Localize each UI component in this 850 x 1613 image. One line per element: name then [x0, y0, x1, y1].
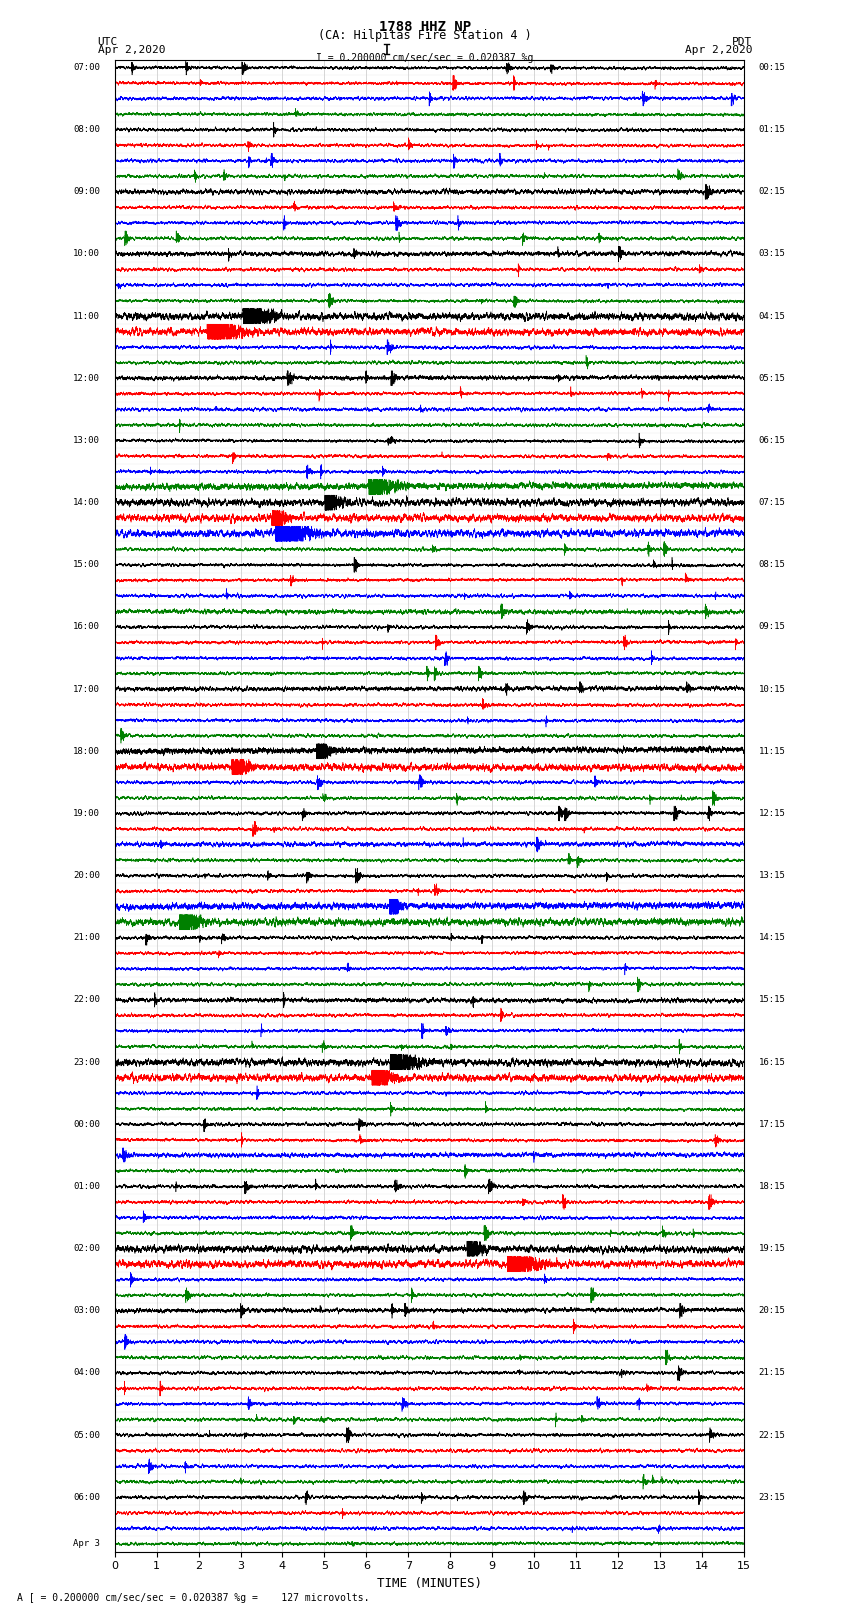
Text: 20:00: 20:00: [73, 871, 100, 881]
Text: 21:00: 21:00: [73, 934, 100, 942]
Text: UTC: UTC: [98, 37, 118, 47]
Text: 19:15: 19:15: [758, 1244, 785, 1253]
Text: 03:00: 03:00: [73, 1307, 100, 1315]
Text: 09:00: 09:00: [73, 187, 100, 197]
Text: 01:15: 01:15: [758, 126, 785, 134]
Text: I = 0.200000 cm/sec/sec = 0.020387 %g: I = 0.200000 cm/sec/sec = 0.020387 %g: [316, 53, 534, 63]
Text: 13:15: 13:15: [758, 871, 785, 881]
Text: 19:00: 19:00: [73, 810, 100, 818]
Text: A [ = 0.200000 cm/sec/sec = 0.020387 %g =    127 microvolts.: A [ = 0.200000 cm/sec/sec = 0.020387 %g …: [17, 1594, 370, 1603]
Text: 17:15: 17:15: [758, 1119, 785, 1129]
Text: 16:00: 16:00: [73, 623, 100, 631]
Text: 15:15: 15:15: [758, 995, 785, 1005]
Text: 04:15: 04:15: [758, 311, 785, 321]
Text: 10:15: 10:15: [758, 684, 785, 694]
Text: (CA: Hilpitas Fire Station 4 ): (CA: Hilpitas Fire Station 4 ): [318, 29, 532, 42]
Text: 1788 HHZ NP: 1788 HHZ NP: [379, 19, 471, 34]
Text: 08:00: 08:00: [73, 126, 100, 134]
Text: 12:15: 12:15: [758, 810, 785, 818]
Text: 14:15: 14:15: [758, 934, 785, 942]
Text: 09:15: 09:15: [758, 623, 785, 631]
Text: 16:15: 16:15: [758, 1058, 785, 1066]
Text: 07:00: 07:00: [73, 63, 100, 73]
Text: 13:00: 13:00: [73, 436, 100, 445]
Text: 23:00: 23:00: [73, 1058, 100, 1066]
Text: 17:00: 17:00: [73, 684, 100, 694]
Text: 22:00: 22:00: [73, 995, 100, 1005]
Text: 03:15: 03:15: [758, 250, 785, 258]
Text: 11:00: 11:00: [73, 311, 100, 321]
Text: Apr 2,2020: Apr 2,2020: [685, 45, 752, 55]
Text: 18:00: 18:00: [73, 747, 100, 756]
Text: Apr 3: Apr 3: [73, 1539, 100, 1548]
Text: 02:15: 02:15: [758, 187, 785, 197]
Text: 21:15: 21:15: [758, 1368, 785, 1378]
Text: Apr 2,2020: Apr 2,2020: [98, 45, 165, 55]
Text: 07:15: 07:15: [758, 498, 785, 506]
X-axis label: TIME (MINUTES): TIME (MINUTES): [377, 1578, 482, 1590]
Text: 04:00: 04:00: [73, 1368, 100, 1378]
Text: 06:00: 06:00: [73, 1492, 100, 1502]
Text: 23:15: 23:15: [758, 1492, 785, 1502]
Text: 05:00: 05:00: [73, 1431, 100, 1440]
Text: 08:15: 08:15: [758, 560, 785, 569]
Text: 00:00: 00:00: [73, 1119, 100, 1129]
Text: 15:00: 15:00: [73, 560, 100, 569]
Text: 11:15: 11:15: [758, 747, 785, 756]
Text: 02:00: 02:00: [73, 1244, 100, 1253]
Text: 14:00: 14:00: [73, 498, 100, 506]
Text: 18:15: 18:15: [758, 1182, 785, 1190]
Text: 05:15: 05:15: [758, 374, 785, 382]
Text: 22:15: 22:15: [758, 1431, 785, 1440]
Text: 01:00: 01:00: [73, 1182, 100, 1190]
Text: 00:15: 00:15: [758, 63, 785, 73]
Text: PDT: PDT: [732, 37, 752, 47]
Text: 20:15: 20:15: [758, 1307, 785, 1315]
Text: 06:15: 06:15: [758, 436, 785, 445]
Text: 12:00: 12:00: [73, 374, 100, 382]
Text: 10:00: 10:00: [73, 250, 100, 258]
